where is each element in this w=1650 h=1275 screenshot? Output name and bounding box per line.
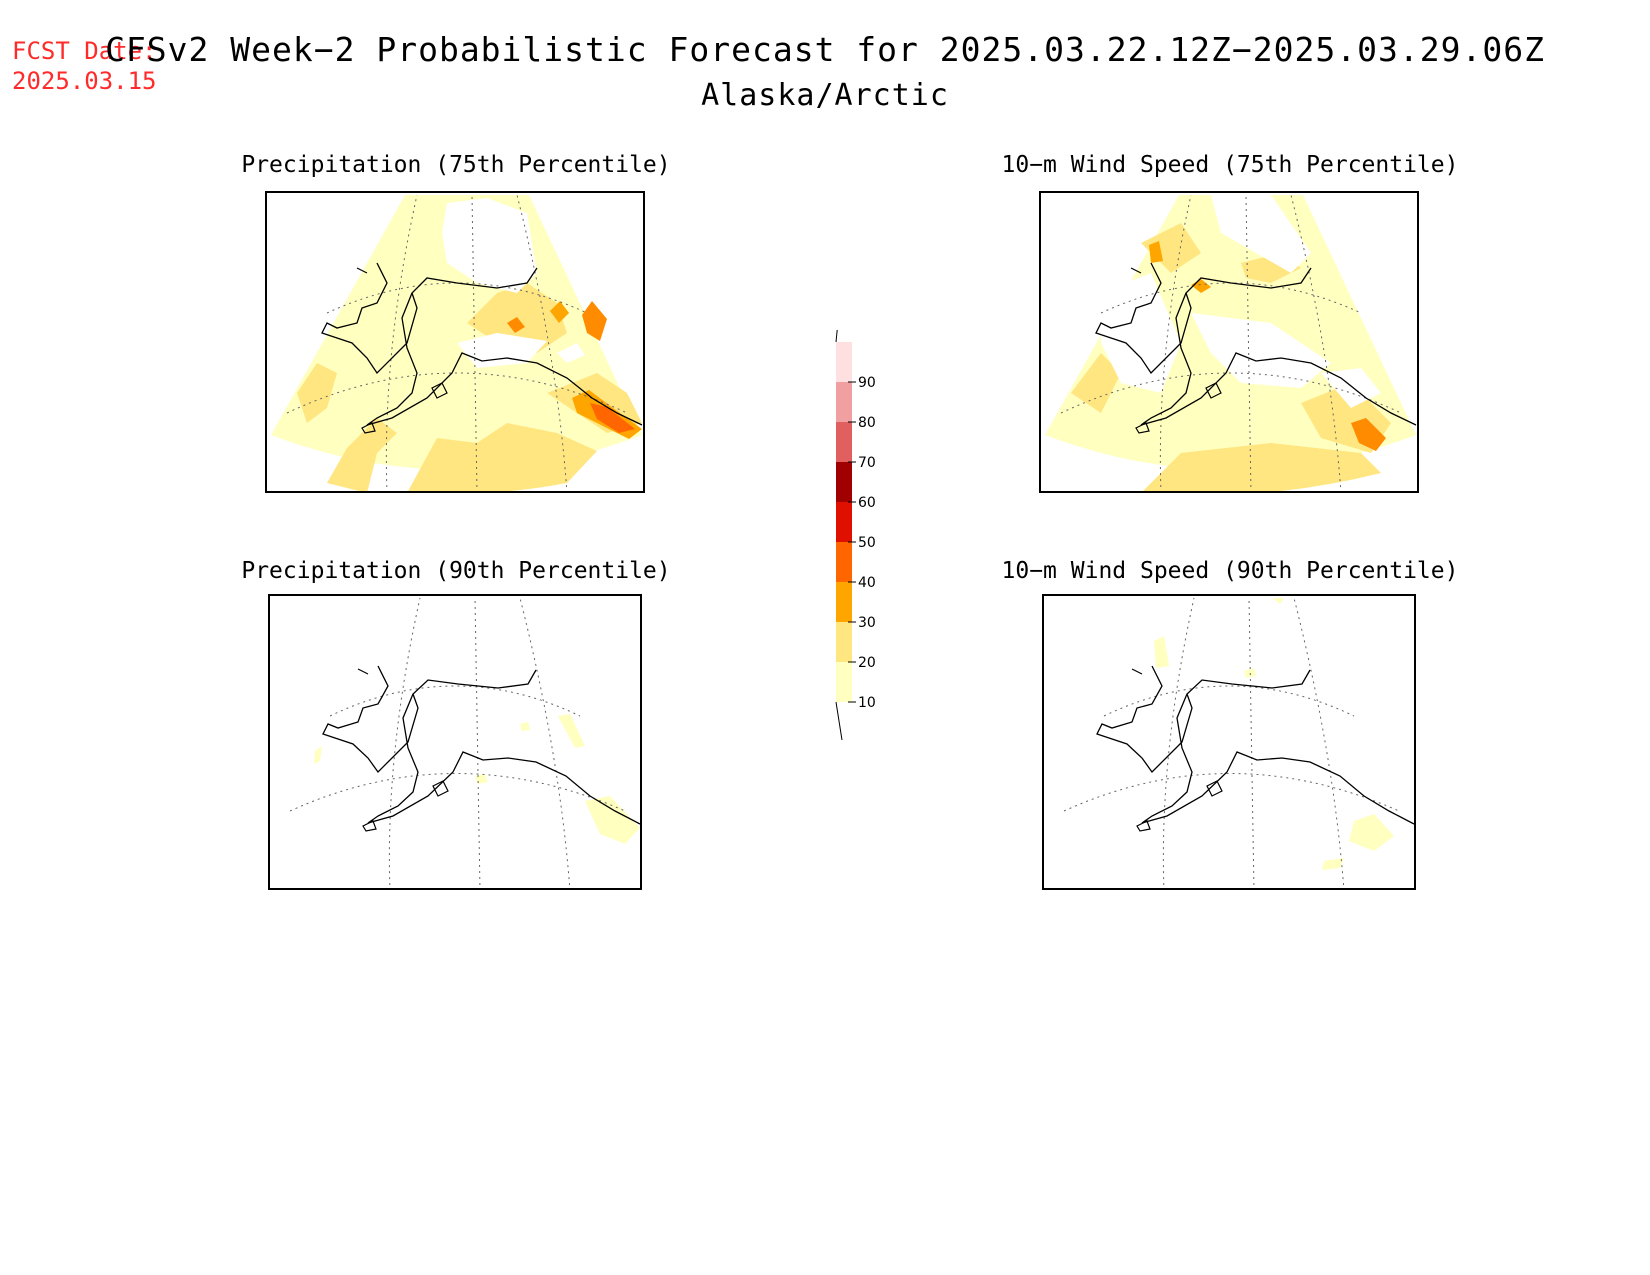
colorbar-tick-label: 90 xyxy=(858,375,876,391)
colorbar-tick-label: 80 xyxy=(858,415,876,431)
forecast-date-block: FCST Date: 2025.03.15 xyxy=(12,36,157,96)
forecast-date-value: 2025.03.15 xyxy=(12,67,157,95)
shading-yellow xyxy=(408,423,597,491)
page-title: CFSv2 Week−2 Probabilistic Forecast for … xyxy=(105,30,1545,69)
region-subtitle: Alaska/Arctic xyxy=(701,78,949,113)
colorbar-swatch xyxy=(836,462,852,502)
panel-title-wind-75: 10−m Wind Speed (75th Percentile) xyxy=(1001,152,1459,178)
panel-title-precip-75: Precipitation (75th Percentile) xyxy=(241,152,671,178)
shading-light xyxy=(475,774,488,784)
colorbar-tick-label: 60 xyxy=(858,495,876,511)
coastline xyxy=(1130,267,1222,434)
colorbar-swatch xyxy=(836,342,852,382)
colorbar-tick-label: 10 xyxy=(858,695,876,711)
panel-title-precip-90: Precipitation (90th Percentile) xyxy=(241,558,671,584)
graticule xyxy=(1060,194,1402,491)
graticule xyxy=(1063,597,1400,888)
colorbar-swatch xyxy=(836,382,852,422)
map-panel-wind-90 xyxy=(1042,594,1416,890)
colorbar-tick-label: 40 xyxy=(858,575,876,591)
shading-light xyxy=(1272,598,1284,604)
colorbar-swatch xyxy=(836,502,852,542)
colorbar-tick-label: 20 xyxy=(858,655,876,671)
shading-light xyxy=(271,195,642,470)
shading-light xyxy=(1244,668,1256,678)
coastline xyxy=(1095,262,1417,426)
colorbar-swatch xyxy=(836,542,852,582)
colorbar: 10 20 30 40 50 60 70 80 90 xyxy=(820,301,910,750)
colorbar-swatch xyxy=(836,582,852,622)
shading-white xyxy=(1191,313,1331,388)
shading-yellow xyxy=(1143,443,1381,491)
shading-white xyxy=(442,198,537,293)
shading-white xyxy=(557,343,585,363)
coastline xyxy=(356,267,448,434)
shading-yellow xyxy=(1141,223,1201,273)
shading-light xyxy=(314,746,322,764)
coastline xyxy=(321,262,643,426)
shading-light xyxy=(558,714,585,748)
shading-light xyxy=(520,722,530,731)
shading-yellow xyxy=(327,418,397,491)
colorbar-swatch xyxy=(836,622,852,662)
map-panel-precip-75 xyxy=(265,191,645,493)
colorbar-tick-label: 50 xyxy=(858,535,876,551)
shading-orange xyxy=(507,317,525,333)
shading-light xyxy=(1349,814,1394,851)
shading-yellow xyxy=(297,363,337,423)
colorbar-bottom-tip xyxy=(835,701,843,741)
shading-orange xyxy=(550,301,569,323)
colorbar-tick-label: 30 xyxy=(858,615,876,631)
shading-orange xyxy=(582,301,607,341)
shading-orange xyxy=(590,403,635,433)
shading-light xyxy=(585,796,640,844)
map-panel-precip-90 xyxy=(268,594,642,890)
coastline xyxy=(1131,668,1223,832)
coastline xyxy=(357,668,449,832)
colorbar-tick-label: 70 xyxy=(858,455,876,471)
panel-title-wind-90: 10−m Wind Speed (90th Percentile) xyxy=(1001,558,1459,584)
colorbar-top-tip xyxy=(835,301,841,343)
shading-white xyxy=(1211,195,1311,273)
shading-orange xyxy=(1149,241,1163,263)
colorbar-swatch xyxy=(836,422,852,462)
shading-yellow xyxy=(1071,353,1121,413)
shading-white xyxy=(457,333,547,368)
coastline xyxy=(322,665,640,825)
map-panel-wind-75 xyxy=(1039,191,1419,493)
shading-light xyxy=(1322,858,1344,870)
colorbar-swatch xyxy=(836,662,852,702)
coastline xyxy=(1096,665,1414,825)
graticule xyxy=(286,194,628,491)
shading-light xyxy=(1154,636,1169,668)
shading-orange xyxy=(1351,418,1386,451)
forecast-date-label: FCST Date: xyxy=(12,37,157,65)
